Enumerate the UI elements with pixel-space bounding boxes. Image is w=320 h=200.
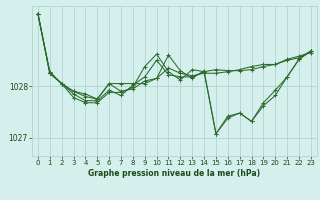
X-axis label: Graphe pression niveau de la mer (hPa): Graphe pression niveau de la mer (hPa) <box>88 169 260 178</box>
